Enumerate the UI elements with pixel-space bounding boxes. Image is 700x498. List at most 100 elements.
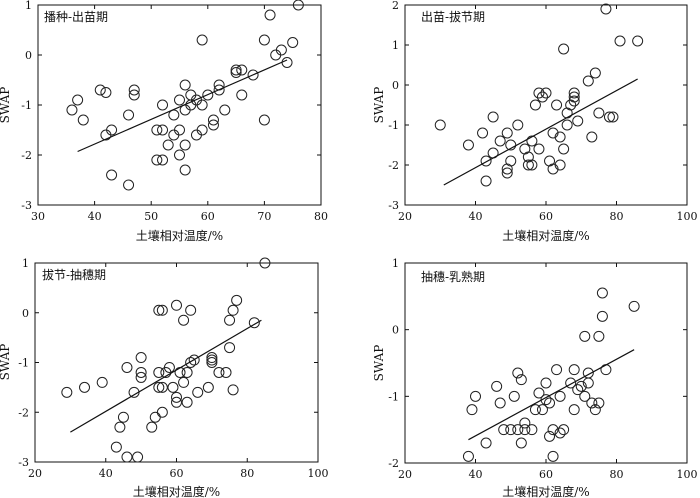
data-point [110,441,122,453]
x-tick-label: 100 [677,468,698,481]
y-tick-label: -3 [21,199,32,212]
data-point [156,406,168,418]
x-tick-label: 40 [469,210,483,223]
data-point [547,127,559,139]
data-point [114,421,126,433]
x-tick-label: 80 [610,468,624,481]
data-point [236,64,248,76]
data-point [589,404,601,416]
data-point [512,367,524,379]
data-point [227,304,239,316]
data-point [258,34,270,46]
x-axis-label: 土壤相对温度/% [502,228,589,243]
y-tick-label: 2 [392,0,399,12]
data-point [505,424,517,436]
data-point [547,163,559,175]
data-point [153,304,165,316]
data-point [149,411,161,423]
data-point [515,374,527,386]
data-point [121,361,133,373]
x-tick-label: 20 [398,210,412,223]
data-point [533,143,545,155]
data-point [259,257,271,269]
data-point [480,155,492,167]
data-point [213,84,225,96]
y-tick-label: -2 [18,406,29,419]
data-point [196,34,208,46]
x-tick-label: 60 [539,468,553,481]
data-point [551,99,563,111]
data-point [558,143,570,155]
data-point [572,115,584,127]
data-point [582,367,594,379]
plot-frame [404,4,688,206]
data-point [135,371,147,383]
y-axis-label: SWAP [0,87,12,124]
y-tick-label: -2 [21,149,32,162]
x-tick-label: 80 [610,210,624,223]
data-point [94,84,106,96]
data-point [121,451,133,463]
data-point [526,159,538,171]
data-point [554,427,566,439]
data-point [434,119,446,131]
data-point [188,354,200,366]
data-point [579,330,591,342]
data-point [607,111,619,123]
data-point [224,314,236,326]
y-tick-label: -2 [388,457,399,470]
data-point [462,139,474,151]
data-point [185,357,197,368]
y-tick-label: -1 [388,119,399,132]
x-tick-label: 40 [469,468,483,481]
data-point [547,424,559,436]
data-point [480,437,492,449]
data-point [568,364,580,376]
y-tick-label: 1 [392,257,399,270]
data-point [157,99,169,111]
data-point [181,366,193,378]
data-point [220,366,232,378]
data-point [287,37,299,48]
panel-2-emergence-jointing: 出苗-拔节期 土壤相对温度/% SWAP 20 40 60 80 100 -3 -2 -1 0 1… [372,0,698,243]
data-point [491,380,503,392]
data-point [572,384,584,396]
data-point [258,114,270,126]
x-tick-label: 40 [88,210,102,223]
data-point [589,67,601,79]
data-point [593,330,605,342]
data-point [128,84,140,96]
regression-line [443,78,638,186]
x-tick-label: 70 [257,210,271,223]
y-tick-label: 0 [22,307,29,320]
plot-frame [34,262,319,463]
data-point [202,89,214,101]
data-point [477,127,489,139]
data-point [487,111,499,123]
data-point [628,300,640,312]
x-tick-label: 40 [99,467,113,480]
data-point [196,99,208,111]
data-point [603,111,615,123]
data-point [163,361,175,373]
data-point [551,364,563,376]
data-point [561,119,573,131]
data-point [554,131,566,143]
data-point [219,104,231,116]
data-point [582,75,594,87]
data-point [519,417,531,429]
data-point [540,87,552,99]
panel-1-sowing-emergence: 播种-出苗期 土壤相对温度/% SWAP 30 40 50 60 70 80 -3 -2 -1 0… [0,0,328,243]
data-point [614,35,626,47]
data-point [515,437,527,449]
data-point [526,424,538,436]
data-point [480,175,492,187]
data-point [568,87,580,99]
data-point [206,357,218,368]
data-point [554,159,566,171]
data-point [96,376,108,388]
data-point [593,397,605,409]
data-point [529,99,541,111]
data-point [213,366,225,378]
data-point [146,421,158,433]
